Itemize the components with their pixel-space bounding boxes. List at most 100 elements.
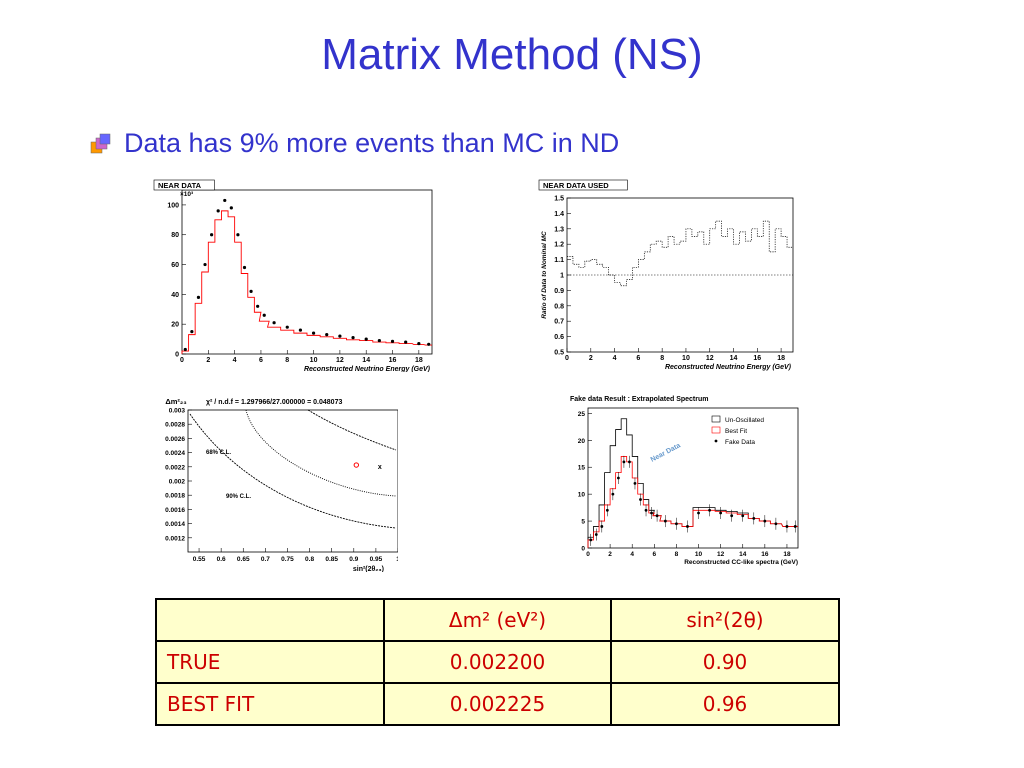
- near-data-point: [216, 209, 220, 213]
- ratio-ytick-label: 0.7: [554, 319, 564, 326]
- near-data-xtick-label: 0: [180, 357, 184, 364]
- contour-true-marker: x: [378, 464, 382, 471]
- ratio-ytick-label: 1.1: [554, 257, 564, 264]
- fake-legend-swatch-bestfit: [711, 426, 721, 434]
- fake-data-point: [686, 525, 689, 528]
- near-data-point: [256, 304, 260, 308]
- fake-bestfit-histogram: [587, 456, 798, 548]
- fake-ytick-label: 20: [578, 438, 586, 445]
- fake-xtick-label: 10: [695, 551, 703, 558]
- ratio-xtick-label: 8: [660, 355, 664, 362]
- near-data-xlabel: Reconstructed Neutrino Energy (GeV): [304, 366, 431, 372]
- near-data-exponent: ×10³: [180, 191, 194, 198]
- near-data-point: [390, 339, 395, 343]
- ratio-xtick-label: 18: [777, 355, 785, 362]
- table-header-cell: sin²(2θ): [610, 598, 840, 642]
- fake-data-point: [616, 476, 620, 480]
- near-data-ytick-label: 0: [175, 352, 179, 359]
- ratio-ytick-label: 1.5: [554, 196, 564, 203]
- ratio-ytick-label: 1: [560, 273, 564, 280]
- ratio-xtick-label: 4: [613, 355, 617, 362]
- near-data-xtick-label: 12: [336, 357, 344, 364]
- fake-data-point: [741, 514, 745, 518]
- near-data-point: [311, 331, 316, 335]
- bullet-item: Data has 9% more events than MC in ND: [90, 128, 619, 159]
- near-data-ytick-label: 60: [171, 262, 179, 269]
- fake-ytick-label: 0: [581, 546, 585, 553]
- fake-data-point: [605, 508, 609, 512]
- near-data-point: [351, 336, 355, 340]
- contour-90cl-label: 90% C.L.: [226, 494, 251, 500]
- contour-frame: [187, 409, 398, 553]
- contour-ytick-label: 0.0016: [165, 507, 185, 514]
- near-data-point: [210, 233, 214, 237]
- near-data-point: [272, 321, 276, 325]
- contour-xtick-label: 0.55: [193, 556, 206, 563]
- contour-68cl-label: 68% C.L.: [206, 450, 231, 456]
- near-data-xtick-label: 2: [206, 357, 210, 364]
- fake-legend-unoscillated: Un-Oscillated: [725, 417, 764, 424]
- fake-ytick-label: 15: [578, 465, 586, 472]
- near-data-point: [364, 337, 368, 341]
- contour-xtick-label: 0.8: [305, 556, 314, 563]
- near-data-label: NEAR DATA: [158, 181, 202, 190]
- ratio-ytick-label: 0.9: [554, 288, 564, 295]
- ratio-xtick-label: 2: [589, 355, 593, 362]
- bullet-text: Data has 9% more events than MC in ND: [124, 128, 620, 158]
- contour-xtick-label: 0.85: [325, 556, 338, 563]
- near-data-point: [229, 206, 233, 210]
- fake-legend-swatch-fakedata: [714, 439, 718, 443]
- contour-ytick-label: 0.0014: [165, 521, 185, 528]
- contour-xtick-label: 0.6: [217, 556, 226, 563]
- near-data-point: [249, 289, 253, 293]
- ratio-ylabel: Ratio of Data to Nominal MC: [541, 231, 548, 319]
- near-data-xtick-label: 16: [389, 357, 397, 364]
- fake-data-point: [639, 498, 642, 501]
- contour-ytick-label: 0.0012: [165, 535, 185, 542]
- contour-xtick-label: 0.65: [237, 556, 250, 563]
- table-cell: 0.002200: [383, 640, 612, 684]
- near-data-xtick-label: 4: [233, 357, 237, 364]
- ratio-ytick-label: 0.5: [554, 350, 564, 357]
- fake-data-point: [589, 538, 593, 542]
- fake-xtick-label: 16: [761, 551, 769, 558]
- fake-data-point: [663, 519, 667, 523]
- ratio-xtick-label: 0: [565, 355, 569, 362]
- near-data-ytick-label: 100: [167, 202, 179, 209]
- fake-data-point: [633, 481, 637, 485]
- ratio-histogram: [567, 220, 793, 287]
- fake-data-point: [628, 460, 631, 464]
- ratio-ytick-label: 0.6: [554, 334, 564, 341]
- table-cell: 0.90: [610, 640, 840, 684]
- contour-plot: Δm²₂₃ χ² / n.d.f = 1.297966/27.000000 = 0…: [160, 392, 398, 572]
- fake-xtick-label: 4: [630, 551, 634, 558]
- fake-data-point: [730, 514, 734, 518]
- near-data-point: [223, 198, 227, 203]
- fake-xtick-label: 6: [653, 551, 657, 558]
- fake-near-data-annotation: Near Data: [650, 442, 682, 464]
- table-header-row: Δm² (eV²) sin²(2θ): [155, 598, 840, 642]
- fake-data-point: [708, 508, 711, 512]
- table-row: BEST FIT 0.002225 0.96: [155, 682, 840, 726]
- fake-data-point: [785, 525, 789, 528]
- table-cell: TRUE: [155, 640, 385, 684]
- table-row: TRUE 0.002200 0.90: [155, 640, 840, 684]
- fake-legend-bestfit: Best Fit: [725, 428, 747, 435]
- fake-legend-swatch-unoscillated: [711, 415, 721, 423]
- fake-data-point: [793, 525, 797, 528]
- near-data-plot: NEAR DATA ×10³ 0 20 40 60 80 100 0 2 4 6 8 10 12 14 16 18…: [152, 178, 438, 372]
- contour-xlabel: sin²(2θ₂₃): [353, 566, 384, 572]
- fake-data-point: [752, 516, 756, 520]
- fake-xtick-label: 18: [783, 551, 791, 558]
- near-data-point: [325, 333, 329, 337]
- ratio-xtick-label: 6: [636, 355, 640, 362]
- near-data-point: [417, 341, 421, 346]
- contour-xtick-label: 0.9: [349, 556, 358, 563]
- near-data-point: [242, 265, 247, 270]
- near-data-mc-histogram: [181, 210, 432, 354]
- contour-stat: χ² / n.d.f = 1.297966/27.000000 = 0.0480…: [206, 399, 342, 406]
- ratio-label-box: [538, 179, 628, 191]
- fake-data-point: [594, 533, 598, 536]
- contour-ylabel: Δm²₂₃: [165, 397, 187, 406]
- near-data-used-plot: NEAR DATA USED 0.5 0.6 0.7 0.8 0.9 1 1.1 1.2 1.3 1…: [537, 178, 819, 372]
